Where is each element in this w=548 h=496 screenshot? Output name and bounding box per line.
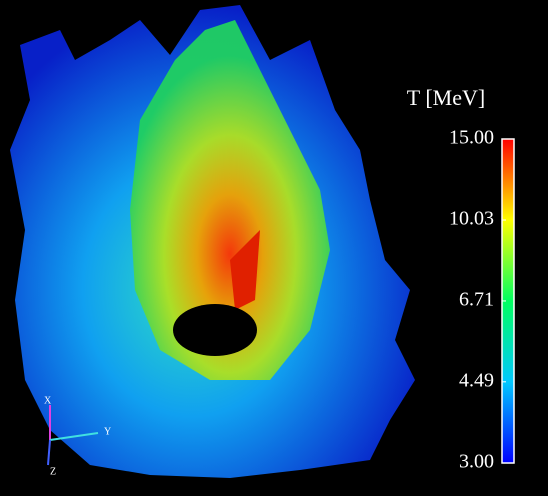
colorbar-tick-label: 10.03 — [449, 208, 494, 230]
page: X Y Z T [MeV] 3.004.496.7110.0315.00 (()… — [0, 0, 548, 496]
triad-y-label: Y — [104, 426, 111, 437]
surface-hole — [173, 304, 257, 356]
colorbar-tick-label: 15.00 — [449, 127, 494, 149]
colorbar-tick-label: 6.71 — [459, 289, 494, 311]
triad-x-label: X — [44, 395, 52, 406]
chart: X Y Z T [MeV] 3.00 4.49 6.71 10.03 15.00 — [0, 0, 548, 496]
colorbar-title: T [MeV] — [407, 85, 485, 110]
colorbar-tick-label: 3.00 — [459, 451, 494, 473]
colorbar-tick-label: 4.49 — [459, 369, 494, 391]
triad-z-label: Z — [50, 466, 56, 477]
